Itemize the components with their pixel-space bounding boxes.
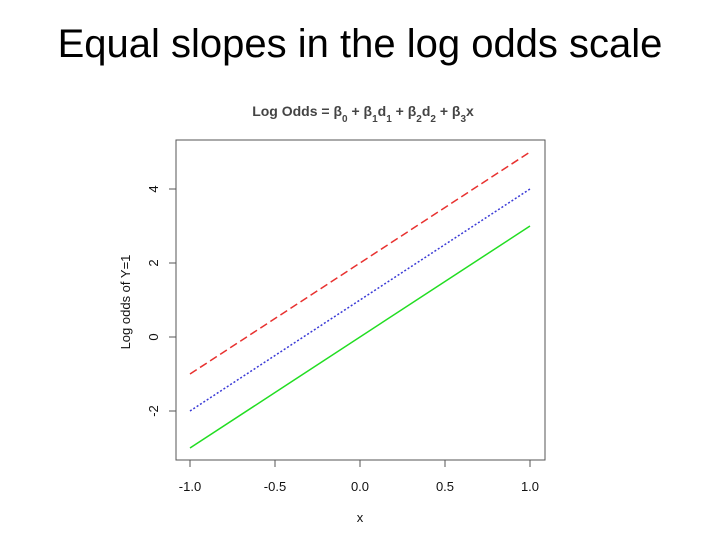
y-axis-label: Log odds of Y=1 bbox=[118, 255, 133, 350]
x-tick-label: 0.5 bbox=[436, 479, 454, 494]
y-tick-label: -2 bbox=[146, 405, 161, 417]
x-tick-label: 1.0 bbox=[521, 479, 539, 494]
chart-title-part: Log Odds = β bbox=[252, 103, 342, 119]
chart-title-part: d bbox=[378, 103, 387, 119]
chart-title-part: + β bbox=[436, 103, 461, 119]
plot-frame bbox=[175, 139, 546, 461]
x-tick-label: -1.0 bbox=[179, 479, 201, 494]
chart-title-part: + β bbox=[392, 103, 417, 119]
chart-title: Log Odds = β0 + β1d1 + β2d2 + β3x bbox=[252, 103, 474, 125]
chart-title-part: 1 bbox=[386, 114, 392, 125]
chart-title-part: 3 bbox=[460, 114, 466, 125]
chart-title-part: x bbox=[466, 103, 474, 119]
series-line-1 bbox=[189, 151, 531, 375]
x-tick-label: -0.5 bbox=[264, 479, 286, 494]
series-line-3 bbox=[189, 225, 531, 449]
y-tick-label: 4 bbox=[146, 185, 161, 192]
slide-title: Equal slopes in the log odds scale bbox=[57, 22, 663, 66]
x-tick-label: 0.0 bbox=[351, 479, 369, 494]
chart-title-part: 2 bbox=[430, 114, 436, 125]
chart-title-part: 2 bbox=[416, 114, 422, 125]
chart-title-part: 0 bbox=[342, 114, 348, 125]
y-tick-label: 2 bbox=[146, 259, 161, 266]
chart-title-part: 1 bbox=[372, 114, 378, 125]
x-axis-label: x bbox=[357, 510, 364, 525]
chart-title-part: d bbox=[422, 103, 431, 119]
series-line-2 bbox=[189, 188, 531, 412]
y-tick-label: 0 bbox=[146, 333, 161, 340]
chart-title-part: + β bbox=[348, 103, 373, 119]
